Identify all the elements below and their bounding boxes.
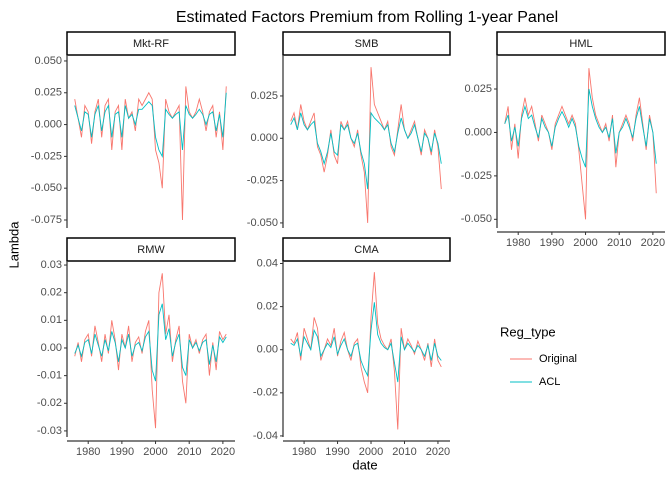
y-tick-label: -0.03 bbox=[37, 425, 62, 437]
x-tick-label: 2000 bbox=[143, 446, 167, 458]
y-tick-label: 0.025 bbox=[250, 90, 278, 102]
y-tick-label: 0.00 bbox=[41, 342, 62, 354]
series-line bbox=[74, 303, 227, 382]
x-tick-label: 2020 bbox=[426, 446, 450, 458]
y-tick-label: -0.01 bbox=[37, 370, 62, 382]
series-line bbox=[290, 111, 442, 190]
series-line bbox=[290, 272, 442, 430]
x-tick-label: 2010 bbox=[607, 237, 631, 249]
facet-strip bbox=[282, 31, 451, 56]
facet-strip bbox=[282, 237, 451, 262]
series-line bbox=[290, 302, 442, 383]
series-line bbox=[74, 92, 227, 158]
y-tick-label: 0.03 bbox=[41, 259, 62, 271]
chart-title: Estimated Factors Premium from Rolling 1… bbox=[176, 9, 558, 26]
x-tick-label: 1990 bbox=[325, 446, 349, 458]
x-tick-label: 1990 bbox=[110, 446, 134, 458]
facet-strip bbox=[496, 31, 666, 56]
y-tick-label: 0.00 bbox=[257, 344, 278, 356]
y-tick-label: -0.04 bbox=[253, 430, 278, 442]
y-tick-label: -0.025 bbox=[31, 150, 62, 162]
y-tick-label: 0.000 bbox=[250, 132, 278, 144]
y-tick-label: 0.01 bbox=[41, 314, 62, 326]
y-tick-label: -0.075 bbox=[31, 214, 62, 226]
x-tick-label: 1980 bbox=[292, 446, 316, 458]
y-tick-label: 0.025 bbox=[34, 87, 62, 99]
facet-label: RMW bbox=[137, 244, 165, 256]
y-tick-label: 0.02 bbox=[41, 287, 62, 299]
y-tick-label: -0.050 bbox=[247, 217, 278, 229]
facet-label: SMB bbox=[355, 38, 379, 50]
x-tick-label: 2010 bbox=[392, 446, 416, 458]
facet-strip bbox=[66, 31, 236, 56]
legend-label: Original bbox=[539, 353, 577, 365]
series-line bbox=[504, 88, 657, 168]
y-tick-label: 0.050 bbox=[34, 55, 62, 67]
x-tick-label: 2010 bbox=[177, 446, 201, 458]
y-tick-label: -0.02 bbox=[37, 397, 62, 409]
x-tick-label: 2000 bbox=[573, 237, 597, 249]
y-tick-label: 0.04 bbox=[257, 257, 278, 269]
y-tick-label: 0.02 bbox=[257, 301, 278, 313]
y-tick-label: 0.000 bbox=[464, 126, 492, 138]
facet-label: HML bbox=[569, 38, 592, 50]
x-tick-label: 1980 bbox=[76, 446, 100, 458]
y-tick-label: -0.025 bbox=[461, 170, 492, 182]
y-tick-label: -0.02 bbox=[253, 387, 278, 399]
facet-strip bbox=[66, 237, 236, 262]
y-tick-label: 0.025 bbox=[464, 83, 492, 95]
y-tick-label: 0.000 bbox=[34, 118, 62, 130]
x-tick-label: 2020 bbox=[211, 446, 235, 458]
y-tick-label: -0.050 bbox=[461, 213, 492, 225]
x-tick-label: 1980 bbox=[506, 237, 530, 249]
y-tick-label: -0.050 bbox=[31, 182, 62, 194]
x-tick-label: 2020 bbox=[641, 237, 665, 249]
x-tick-label: 1990 bbox=[540, 237, 564, 249]
facet-label: Mkt-RF bbox=[133, 38, 169, 50]
y-axis-title: Lambda bbox=[6, 221, 21, 269]
facet-label: CMA bbox=[354, 244, 379, 256]
x-axis-title: date bbox=[352, 457, 377, 472]
legend-title: Reg_type bbox=[500, 324, 556, 339]
y-tick-label: -0.025 bbox=[247, 175, 278, 187]
x-tick-label: 2000 bbox=[359, 446, 383, 458]
legend-label: ACL bbox=[539, 376, 560, 388]
